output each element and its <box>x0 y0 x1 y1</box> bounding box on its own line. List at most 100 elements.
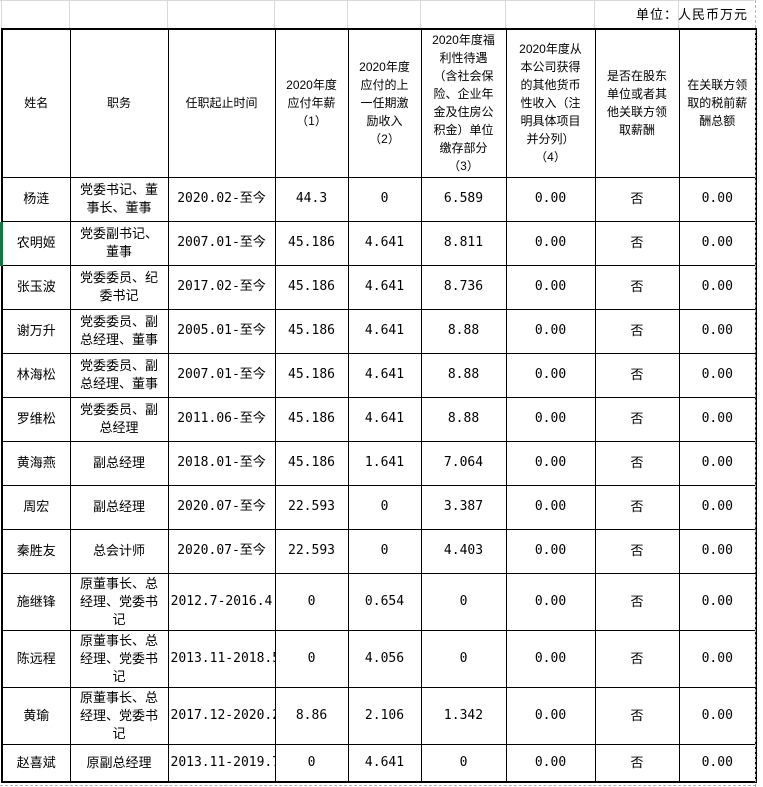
cell-name[interactable]: 杨涟 <box>1 176 71 222</box>
cell-related-party-pay-flag[interactable]: 否 <box>594 264 680 310</box>
col-header-welfare-contribution[interactable]: 2020年度福 利性待遇 （含社会保 险、企业年 金及住房公 积金）单位 缴存部… <box>420 28 507 178</box>
cell-term[interactable]: 2011.06-至今 <box>167 396 276 442</box>
cell-position[interactable]: 原董事长、总经理、党委书记 <box>69 572 169 631</box>
cell-term[interactable]: 2007.01-至今 <box>167 352 276 398</box>
cell-salary-2020[interactable]: 0 <box>274 629 349 688</box>
cell-prior-term-incentive[interactable]: 4.641 <box>347 264 422 310</box>
cell-salary-2020[interactable]: 45.186 <box>274 220 349 266</box>
cell-name[interactable]: 罗维松 <box>1 396 71 442</box>
cell-salary-2020[interactable]: 0 <box>274 572 349 631</box>
cell-name[interactable]: 黄海燕 <box>1 440 71 486</box>
cell-salary-2020[interactable]: 45.186 <box>274 352 349 398</box>
cell-name[interactable]: 农明姬 <box>1 220 71 266</box>
cell-position[interactable]: 党委委员、副总经理 <box>69 396 169 442</box>
cell-term[interactable]: 2017.02-至今 <box>167 264 276 310</box>
cell-related-party-pretax-total[interactable]: 0.00 <box>678 440 757 486</box>
cell-position[interactable]: 原董事长、总经理、党委书记 <box>69 686 169 745</box>
cell-prior-term-incentive[interactable]: 4.641 <box>347 743 422 783</box>
cell-other-monetary-income[interactable]: 0.00 <box>505 572 596 631</box>
cell-prior-term-incentive[interactable]: 0 <box>347 528 422 574</box>
cell-name[interactable]: 施继锋 <box>1 572 71 631</box>
cell-related-party-pretax-total[interactable]: 0.00 <box>678 264 757 310</box>
cell-name[interactable]: 张玉波 <box>1 264 71 310</box>
cell-position[interactable]: 党委书记、董事长、董事 <box>69 176 169 222</box>
cell-related-party-pretax-total[interactable]: 0.00 <box>678 629 757 688</box>
cell-other-monetary-income[interactable]: 0.00 <box>505 484 596 530</box>
cell-salary-2020[interactable]: 8.86 <box>274 686 349 745</box>
col-header-prior-term-incentive[interactable]: 2020年度 应付的上 一任期激 励收入 （2） <box>347 28 422 178</box>
cell-welfare-contribution[interactable]: 3.387 <box>420 484 507 530</box>
cell-related-party-pretax-total[interactable]: 0.00 <box>678 686 757 745</box>
cell-other-monetary-income[interactable]: 0.00 <box>505 352 596 398</box>
cell-other-monetary-income[interactable]: 0.00 <box>505 686 596 745</box>
cell-position[interactable]: 原董事长、总经理、党委书记 <box>69 629 169 688</box>
cell-salary-2020[interactable]: 45.186 <box>274 396 349 442</box>
cell-related-party-pretax-total[interactable]: 0.00 <box>678 176 757 222</box>
cell-name[interactable]: 赵喜斌 <box>1 743 71 783</box>
cell-related-party-pretax-total[interactable]: 0.00 <box>678 308 757 354</box>
cell-term[interactable]: 2007.01-至今 <box>167 220 276 266</box>
cell-related-party-pretax-total[interactable]: 0.00 <box>678 220 757 266</box>
cell-related-party-pay-flag[interactable]: 否 <box>594 396 680 442</box>
unit-label[interactable]: 单位：人民币万元 <box>635 7 748 22</box>
cell-related-party-pay-flag[interactable]: 否 <box>594 686 680 745</box>
cell-other-monetary-income[interactable]: 0.00 <box>505 743 596 783</box>
cell-related-party-pay-flag[interactable]: 否 <box>594 308 680 354</box>
cell-term[interactable]: 2013.11-2019.7 <box>167 743 276 783</box>
cell-term[interactable]: 2020.07-至今 <box>167 528 276 574</box>
cell-welfare-contribution[interactable]: 0 <box>420 743 507 783</box>
cell-salary-2020[interactable]: 44.3 <box>274 176 349 222</box>
cell-name[interactable]: 秦胜友 <box>1 528 71 574</box>
cell-term[interactable]: 2005.01-至今 <box>167 308 276 354</box>
cell-term[interactable]: 2012.7-2016.4 <box>167 572 276 631</box>
cell-term[interactable]: 2013.11-2018.5 <box>167 629 276 688</box>
cell-other-monetary-income[interactable]: 0.00 <box>505 528 596 574</box>
cell-other-monetary-income[interactable]: 0.00 <box>505 629 596 688</box>
cell-prior-term-incentive[interactable]: 4.641 <box>347 352 422 398</box>
cell-position[interactable]: 原副总经理 <box>69 743 169 783</box>
cell-related-party-pay-flag[interactable]: 否 <box>594 572 680 631</box>
col-header-name[interactable]: 姓名 <box>1 28 71 178</box>
cell-position[interactable]: 党委委员、纪委书记 <box>69 264 169 310</box>
cell-related-party-pay-flag[interactable]: 否 <box>594 484 680 530</box>
cell-salary-2020[interactable]: 45.186 <box>274 440 349 486</box>
cell-related-party-pretax-total[interactable]: 0.00 <box>678 352 757 398</box>
cell-salary-2020[interactable]: 45.186 <box>274 308 349 354</box>
cell-prior-term-incentive[interactable]: 2.106 <box>347 686 422 745</box>
col-header-position[interactable]: 职务 <box>69 28 169 178</box>
cell-name[interactable]: 谢万升 <box>1 308 71 354</box>
cell-welfare-contribution[interactable]: 6.589 <box>420 176 507 222</box>
cell-welfare-contribution[interactable]: 8.736 <box>420 264 507 310</box>
cell-position[interactable]: 副总经理 <box>69 440 169 486</box>
cell-prior-term-incentive[interactable]: 0 <box>347 484 422 530</box>
cell-other-monetary-income[interactable]: 0.00 <box>505 308 596 354</box>
cell-other-monetary-income[interactable]: 0.00 <box>505 396 596 442</box>
cell-prior-term-incentive[interactable]: 4.641 <box>347 396 422 442</box>
cell-name[interactable]: 黄瑜 <box>1 686 71 745</box>
cell-position[interactable]: 党委委员、副总经理、董事 <box>69 308 169 354</box>
col-header-salary-2020[interactable]: 2020年度 应付年薪 （1） <box>274 28 349 178</box>
col-header-other-monetary-income[interactable]: 2020年度从 本公司获得 的其他货币 性收入（注 明具体项目 并分列） （4） <box>505 28 596 178</box>
cell-other-monetary-income[interactable]: 0.00 <box>505 220 596 266</box>
cell-position[interactable]: 总会计师 <box>69 528 169 574</box>
cell-related-party-pretax-total[interactable]: 0.00 <box>678 484 757 530</box>
cell-related-party-pay-flag[interactable]: 否 <box>594 743 680 783</box>
cell-welfare-contribution[interactable]: 1.342 <box>420 686 507 745</box>
cell-salary-2020[interactable]: 45.186 <box>274 264 349 310</box>
cell-related-party-pay-flag[interactable]: 否 <box>594 440 680 486</box>
cell-name[interactable]: 林海松 <box>1 352 71 398</box>
cell-welfare-contribution[interactable]: 0 <box>420 629 507 688</box>
cell-related-party-pretax-total[interactable]: 0.00 <box>678 396 757 442</box>
cell-term[interactable]: 2018.01-至今 <box>167 440 276 486</box>
cell-term[interactable]: 2017.12-2020.2 <box>167 686 276 745</box>
cell-other-monetary-income[interactable]: 0.00 <box>505 176 596 222</box>
cell-related-party-pay-flag[interactable]: 否 <box>594 176 680 222</box>
cell-other-monetary-income[interactable]: 0.00 <box>505 264 596 310</box>
cell-related-party-pretax-total[interactable]: 0.00 <box>678 572 757 631</box>
cell-welfare-contribution[interactable]: 0 <box>420 572 507 631</box>
cell-related-party-pretax-total[interactable]: 0.00 <box>678 743 757 783</box>
cell-related-party-pay-flag[interactable]: 否 <box>594 629 680 688</box>
cell-welfare-contribution[interactable]: 8.88 <box>420 352 507 398</box>
cell-prior-term-incentive[interactable]: 4.056 <box>347 629 422 688</box>
cell-prior-term-incentive[interactable]: 0 <box>347 176 422 222</box>
